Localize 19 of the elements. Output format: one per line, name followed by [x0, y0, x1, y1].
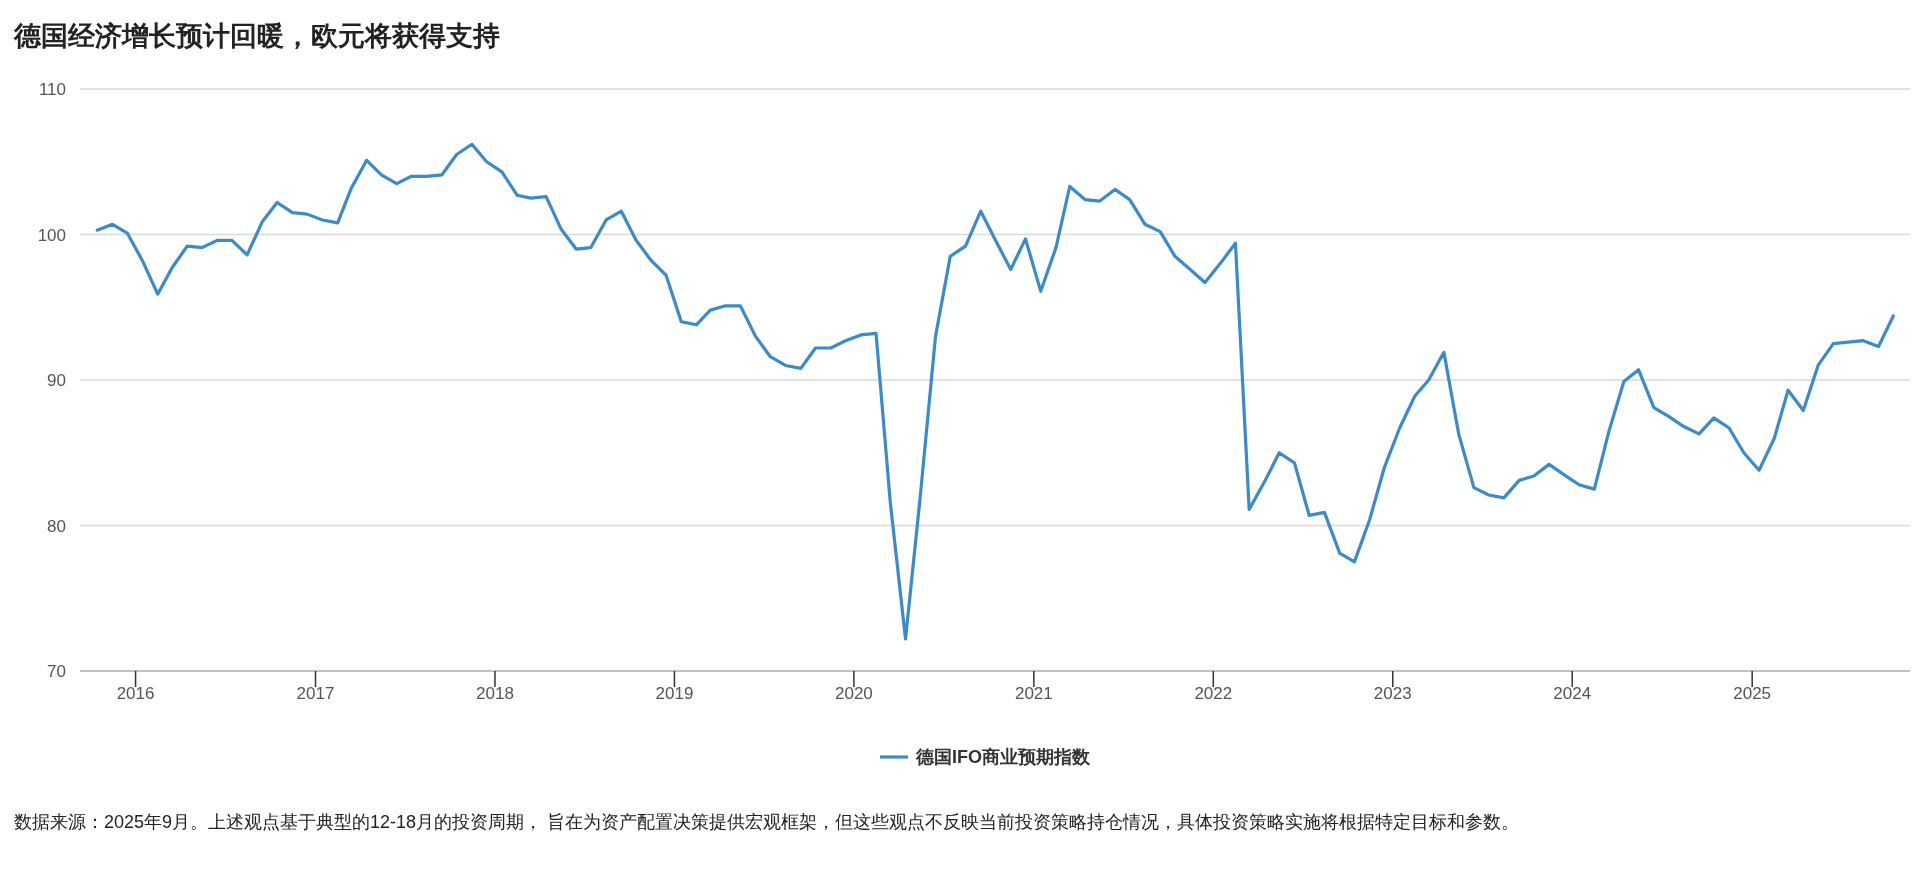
y-tick-label: 100	[37, 225, 66, 245]
y-tick-label: 70	[47, 662, 66, 681]
source-note: 数据来源：2025年9月。上述观点基于典型的12-18月的投资周期， 旨在为资产配置决策提供宏观框架，但这些观点不反映当前投资策略持仓情况，具体投资策略实施将根据特定目标和参数。	[14, 811, 1521, 834]
x-tick-label: 2016	[116, 684, 155, 703]
y-tick-label: 110	[38, 80, 66, 99]
y-tick-label: 90	[47, 371, 66, 390]
legend-label: 德国IFO商业预期指数	[915, 747, 1091, 767]
x-tick-label: 2023	[1373, 684, 1412, 703]
x-tick-label: 2021	[1014, 684, 1053, 703]
x-tick-label: 2025	[1733, 684, 1772, 703]
x-tick-label: 2022	[1194, 684, 1233, 703]
x-tick-label: 2019	[655, 684, 694, 703]
x-tick-label: 2018	[476, 684, 514, 703]
legend: 德国IFO商业预期指数	[880, 747, 1090, 767]
x-tick-label: 2017	[296, 684, 335, 703]
y-tick-label: 80	[47, 516, 66, 536]
x-tick-label: 2024	[1553, 684, 1592, 703]
x-tick-label: 2020	[834, 684, 873, 703]
chart-title: 德国经济增长预计回暖，欧元将获得支持	[14, 20, 500, 53]
